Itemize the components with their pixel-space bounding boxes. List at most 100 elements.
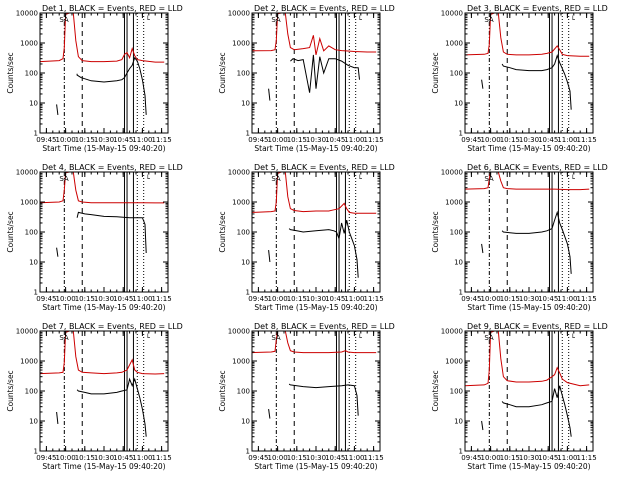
y-tick-label: 100 xyxy=(237,388,250,396)
x-tick-label: 10:15 xyxy=(287,454,307,462)
events-series-line xyxy=(288,219,359,278)
x-tick-label: 10:45 xyxy=(325,136,345,144)
panel-title: Det 9, BLACK = Events, RED = LLD xyxy=(467,322,608,331)
y-tick-label: 100 xyxy=(25,388,38,396)
x-tick-label: 09:45 xyxy=(36,454,56,462)
y-tick-label: 1000 xyxy=(20,40,38,48)
detector-panel-8: Det 8, BLACK = Events, RED = LLD SA └ 1 10 10… xyxy=(218,322,395,471)
y-tick-label: 1 xyxy=(34,289,38,297)
x-axis-label: Start Time (15-May-15 09:40:20) xyxy=(254,144,377,153)
lld-series-line xyxy=(39,330,165,375)
y-tick-label: 1000 xyxy=(232,40,250,48)
events-series-line xyxy=(56,411,59,424)
x-tick-label: 10:30 xyxy=(306,136,326,144)
detector-panel-9: Det 9, BLACK = Events, RED = LLD SA └ 1 10 10… xyxy=(431,322,608,471)
top-annotation-mark: └ xyxy=(146,174,151,183)
x-tick-label: 11:00 xyxy=(557,454,577,462)
detector-panel-3: Det 3, BLACK = Events, RED = LLD SA └ 1 10 10… xyxy=(431,4,608,153)
x-tick-label: 11:15 xyxy=(364,136,384,144)
x-axis-label: Start Time (15-May-15 09:40:20) xyxy=(42,462,165,471)
x-tick-label: 11:00 xyxy=(132,136,152,144)
lld-series-line xyxy=(251,330,377,354)
x-tick-label: 10:30 xyxy=(94,136,114,144)
x-tick-label: 09:45 xyxy=(461,136,481,144)
x-tick-label: 10:15 xyxy=(287,295,307,303)
events-series-line xyxy=(268,409,271,419)
x-tick-label: 11:00 xyxy=(344,136,364,144)
y-tick-label: 1000 xyxy=(232,199,250,207)
y-tick-label: 10 xyxy=(29,259,38,267)
y-tick-label: 10000 xyxy=(228,10,250,18)
top-annotation-mark: └ xyxy=(146,15,151,24)
lld-series-line xyxy=(39,12,165,63)
events-series-line xyxy=(481,420,484,431)
x-tick-label: 10:30 xyxy=(519,136,539,144)
x-tick-label: 10:45 xyxy=(113,454,133,462)
panel-title: Det 8, BLACK = Events, RED = LLD xyxy=(254,322,395,331)
y-tick-label: 10 xyxy=(454,418,463,426)
x-tick-label: 09:45 xyxy=(248,136,268,144)
plot-frame xyxy=(39,171,169,293)
x-tick-label: 10:45 xyxy=(538,454,558,462)
plot-frame xyxy=(464,330,594,452)
y-axis-label: Counts/sec xyxy=(6,370,15,411)
x-tick-label: 11:00 xyxy=(557,136,577,144)
x-tick-label: 10:30 xyxy=(519,454,539,462)
x-tick-label: 10:00 xyxy=(268,454,288,462)
plot-frame xyxy=(251,171,381,293)
y-tick-label: 10000 xyxy=(441,10,463,18)
y-tick-label: 10000 xyxy=(16,10,38,18)
x-tick-label: 11:00 xyxy=(132,454,152,462)
y-tick-label: 10 xyxy=(454,100,463,108)
events-series-line xyxy=(501,54,572,110)
y-tick-label: 100 xyxy=(25,229,38,237)
panel-title: Det 5, BLACK = Events, RED = LLD xyxy=(254,163,395,172)
top-annotation-label: SA xyxy=(59,16,69,24)
x-tick-label: 10:15 xyxy=(500,295,520,303)
x-tick-label: 09:45 xyxy=(461,295,481,303)
x-tick-label: 10:30 xyxy=(94,295,114,303)
x-tick-label: 10:30 xyxy=(94,454,114,462)
top-annotation-mark: └ xyxy=(358,333,363,342)
x-tick-label: 10:45 xyxy=(113,136,133,144)
x-tick-label: 11:00 xyxy=(132,295,152,303)
top-annotation-label: SA xyxy=(484,334,494,342)
events-series-line xyxy=(481,243,484,254)
y-tick-label: 1000 xyxy=(445,358,463,366)
x-tick-label: 11:15 xyxy=(152,136,172,144)
x-axis-label: Start Time (15-May-15 09:40:20) xyxy=(467,303,590,312)
y-tick-label: 10000 xyxy=(16,169,38,177)
x-tick-label: 10:15 xyxy=(75,136,95,144)
y-tick-label: 1 xyxy=(459,130,463,138)
y-tick-label: 1000 xyxy=(445,40,463,48)
lld-series-line xyxy=(39,171,165,204)
x-tick-label: 09:45 xyxy=(36,295,56,303)
x-tick-label: 10:30 xyxy=(306,454,326,462)
y-tick-label: 1000 xyxy=(232,358,250,366)
x-tick-label: 11:15 xyxy=(152,454,172,462)
events-series-line xyxy=(501,385,572,437)
y-tick-label: 10 xyxy=(29,418,38,426)
x-tick-label: 10:15 xyxy=(75,295,95,303)
panel-title: Det 1, BLACK = Events, RED = LLD xyxy=(42,4,183,13)
events-series-line xyxy=(56,104,59,115)
y-tick-label: 100 xyxy=(450,229,463,237)
x-tick-label: 10:45 xyxy=(325,295,345,303)
y-tick-label: 10000 xyxy=(16,328,38,336)
y-tick-label: 100 xyxy=(450,388,463,396)
x-tick-label: 10:00 xyxy=(56,136,76,144)
events-series-line xyxy=(76,56,147,115)
x-tick-label: 11:15 xyxy=(577,295,597,303)
x-tick-label: 10:00 xyxy=(481,454,501,462)
plot-frame xyxy=(251,12,381,134)
y-tick-label: 100 xyxy=(450,70,463,78)
events-series-line xyxy=(268,250,271,263)
x-tick-label: 11:15 xyxy=(364,295,384,303)
top-annotation-label: SA xyxy=(59,334,69,342)
x-tick-label: 11:15 xyxy=(577,454,597,462)
events-series-line xyxy=(268,88,271,101)
x-tick-label: 11:00 xyxy=(557,295,577,303)
events-series-line xyxy=(501,210,572,274)
y-tick-label: 1 xyxy=(34,448,38,456)
